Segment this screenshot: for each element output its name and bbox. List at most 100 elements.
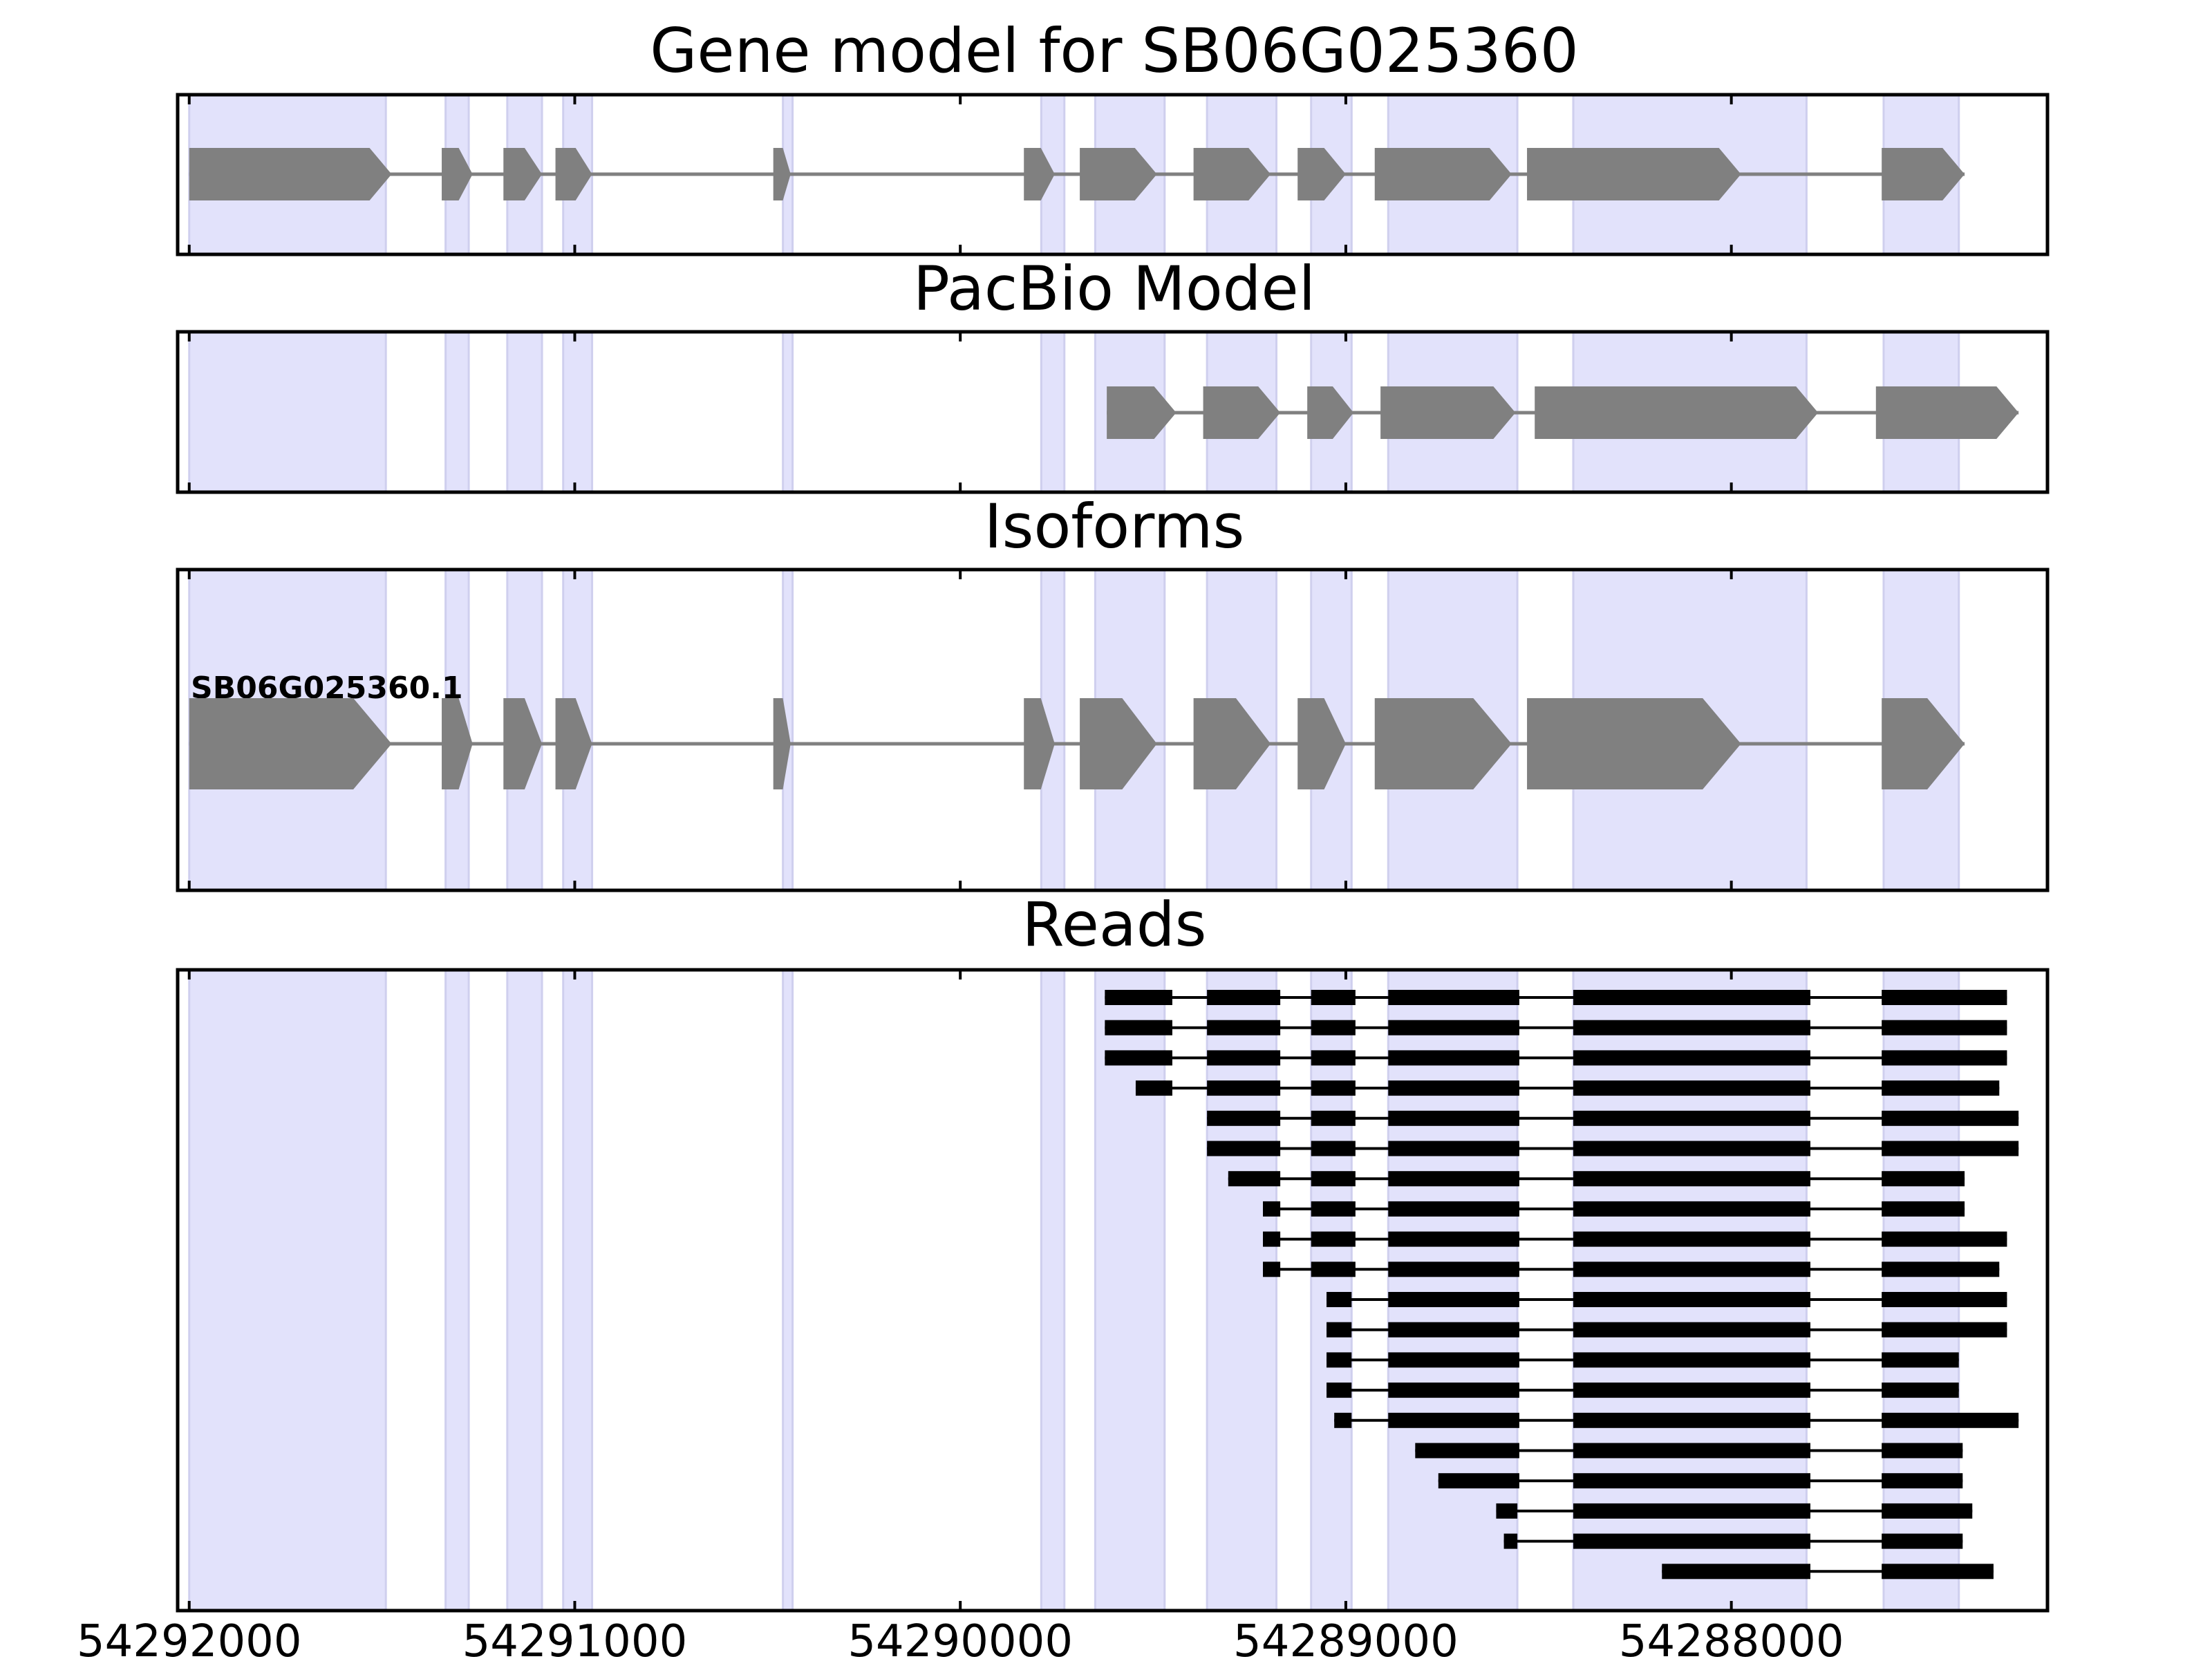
read-block <box>1573 1322 1810 1338</box>
x-tick-label: 54292000 <box>77 1616 302 1659</box>
read-block <box>1573 1473 1810 1489</box>
read-block <box>1105 1020 1172 1035</box>
gene-model-panel: Gene model for SB06G025360 <box>176 15 2050 256</box>
read-block <box>1311 1080 1356 1096</box>
exon-band <box>1040 330 1066 494</box>
read-block <box>1415 1443 1519 1459</box>
read-block <box>1207 1080 1281 1096</box>
x-tick-label: 54289000 <box>1233 1616 1459 1659</box>
read-block <box>1503 1533 1518 1549</box>
exon-arrow <box>773 698 791 789</box>
read-block <box>1882 990 2007 1005</box>
read-block <box>1388 1020 1519 1035</box>
exon-arrow <box>1203 386 1281 439</box>
read-block <box>1207 990 1281 1005</box>
read-block <box>1207 1110 1281 1126</box>
exon-arrow <box>1107 386 1177 439</box>
exon-band <box>1094 968 1166 1612</box>
read-row <box>1438 1473 1963 1489</box>
pacbio-model-title: PacBio Model <box>913 253 1315 324</box>
read-block <box>1311 990 1356 1005</box>
exon-arrow <box>555 698 592 789</box>
read-block <box>1388 1171 1519 1187</box>
read-block <box>1207 1020 1281 1035</box>
read-row <box>1415 1443 1963 1459</box>
read-block <box>1882 1020 2007 1035</box>
read-row <box>1228 1171 1965 1187</box>
read-row <box>1662 1564 1994 1580</box>
read-block <box>1882 1443 1963 1459</box>
read-block <box>1263 1262 1281 1277</box>
exon-arrow <box>1193 698 1271 789</box>
read-block <box>1327 1322 1352 1338</box>
exon-arrow <box>1193 148 1271 200</box>
isoforms-title: Isoforms <box>984 491 1245 562</box>
exon-arrow <box>1374 698 1512 789</box>
exon-arrow <box>503 148 543 200</box>
read-block <box>1882 1080 2000 1096</box>
read-block <box>1882 1201 1965 1217</box>
exon-arrow <box>1374 148 1512 200</box>
read-block <box>1311 1231 1356 1247</box>
exon-arrow <box>1080 698 1157 789</box>
read-block <box>1388 1382 1519 1398</box>
read-row <box>1105 990 2007 1005</box>
read-row <box>1207 1141 2019 1156</box>
read-block <box>1105 1050 1172 1066</box>
read-block <box>1573 1503 1810 1519</box>
read-row <box>1135 1080 2000 1096</box>
exon-arrow <box>1024 698 1055 789</box>
x-tick-label: 54288000 <box>1619 1616 1844 1659</box>
read-row <box>1503 1533 1963 1549</box>
read-block <box>1311 1262 1356 1277</box>
exon-band <box>444 968 470 1612</box>
read-block <box>1496 1503 1518 1519</box>
panel-frame <box>176 568 2050 892</box>
read-block <box>1882 1503 1973 1519</box>
pacbio-model-panel: PacBio Model <box>176 253 2050 494</box>
read-block <box>1882 1110 2019 1126</box>
exon-arrow <box>189 148 392 200</box>
isoforms-panel: Isoforms SB06G025360.1 <box>176 491 2050 892</box>
read-block <box>1573 1050 1810 1066</box>
read-block <box>1882 1473 1963 1489</box>
read-block <box>1311 1110 1356 1126</box>
read-block <box>1388 1141 1519 1156</box>
read-block <box>1311 1141 1356 1156</box>
read-row <box>1263 1262 2000 1277</box>
exon-arrow <box>1527 148 1741 200</box>
exon-band <box>562 330 594 494</box>
read-block <box>1573 1262 1810 1277</box>
x-tick-label: 54291000 <box>462 1616 688 1659</box>
exon-arrow <box>555 148 592 200</box>
read-block <box>1388 1050 1519 1066</box>
exon-band <box>188 968 387 1612</box>
exon-arrow <box>1875 386 2019 439</box>
exon-arrow <box>1080 148 1157 200</box>
exon-band <box>782 968 794 1612</box>
reads-panel: Reads <box>176 889 2050 1613</box>
read-block <box>1388 1322 1519 1338</box>
read-block <box>1311 1201 1356 1217</box>
read-block <box>1882 1262 2000 1277</box>
exon-band <box>782 330 794 494</box>
exon-band <box>562 968 594 1612</box>
read-block <box>1311 1050 1356 1066</box>
read-row <box>1327 1352 1959 1368</box>
exon-band <box>506 968 543 1612</box>
read-row <box>1105 1020 2007 1035</box>
read-block <box>1882 1141 2019 1156</box>
read-block <box>1573 1201 1810 1217</box>
exon-arrow <box>1297 148 1346 200</box>
read-block <box>1573 1412 1810 1428</box>
read-block <box>1573 1352 1810 1368</box>
read-block <box>1882 1322 2007 1338</box>
exon-band <box>188 330 387 494</box>
read-block <box>1573 1443 1810 1459</box>
read-block <box>1388 1231 1519 1247</box>
read-block <box>1662 1564 1810 1580</box>
exon-arrow <box>1882 148 1965 200</box>
read-row <box>1327 1292 2007 1307</box>
read-block <box>1311 1020 1356 1035</box>
exon-arrow <box>503 698 543 789</box>
